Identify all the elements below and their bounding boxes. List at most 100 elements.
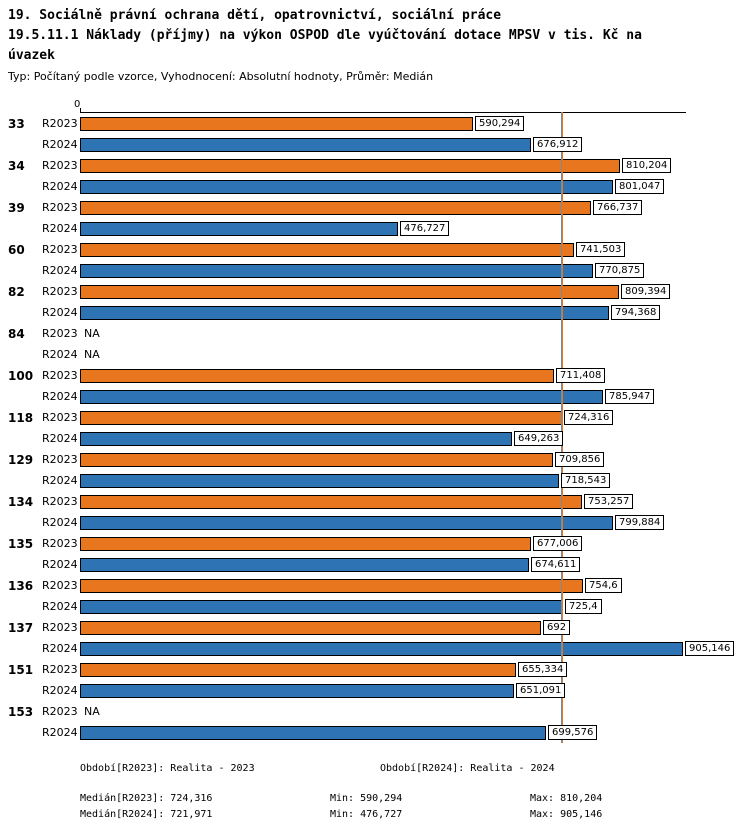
chart-row: R2024 785,947 [0, 386, 750, 407]
group-label: 137 [8, 620, 34, 635]
bar [80, 200, 591, 215]
value-label: 674,611 [531, 557, 581, 572]
chart-row: R2024 725,4 [0, 596, 750, 617]
bar [80, 158, 620, 173]
chart-row: R2024 674,611 [0, 554, 750, 575]
bar [80, 305, 609, 320]
bar-cell: NA [80, 706, 750, 717]
bar-cell: NA [80, 328, 750, 339]
chart-row: R2024 799,884 [0, 512, 750, 533]
series-label: R2024 [42, 138, 78, 151]
value-label: 753,257 [584, 494, 634, 509]
series-label: R2023 [42, 117, 78, 130]
bar-cell: 649,263 [80, 431, 750, 446]
bar-cell: 741,503 [80, 242, 750, 257]
value-label: 655,334 [518, 662, 568, 677]
median-line-R2024 [561, 112, 562, 743]
chart-row: R2024 801,047 [0, 176, 750, 197]
chart-row: R2024 NA [0, 344, 750, 365]
max-label-r2023: Max: 810,204 [530, 793, 603, 804]
value-label: 718,543 [561, 473, 611, 488]
value-label: 754,6 [585, 578, 622, 593]
value-label: 651,091 [516, 683, 566, 698]
bar [80, 683, 514, 698]
bar [80, 410, 562, 425]
bar [80, 179, 613, 194]
chart-row: R2024 676,912 [0, 134, 750, 155]
median-line-R2023 [562, 112, 563, 743]
chart-row: R2024 476,727 [0, 218, 750, 239]
bar [80, 389, 603, 404]
max-label-r2024: Max: 905,146 [530, 809, 603, 820]
chart-row: 129 R2023 709,856 [0, 449, 750, 470]
bar [80, 137, 531, 152]
value-label: 770,875 [595, 263, 645, 278]
bar-cell: 785,947 [80, 389, 750, 404]
bar [80, 662, 516, 677]
median-label-r2023: Medián[R2023]: 724,316 [80, 793, 213, 804]
bar-cell: 718,543 [80, 473, 750, 488]
series-label: R2023 [42, 705, 78, 718]
chart-row: R2024 770,875 [0, 260, 750, 281]
axis-zero-label: 0 [74, 99, 81, 110]
bar [80, 536, 531, 551]
value-label: 801,047 [615, 179, 665, 194]
series-label: R2024 [42, 600, 78, 613]
series-label: R2023 [42, 285, 78, 298]
value-label: 725,4 [565, 599, 602, 614]
series-label: R2024 [42, 516, 78, 529]
chart-footer: Období[R2023]: Realita - 2023 Období[R20… [80, 761, 750, 823]
group-label: 118 [8, 410, 34, 425]
series-label: R2023 [42, 327, 78, 340]
bar-cell: 794,368 [80, 305, 750, 320]
axis-line [80, 112, 686, 113]
value-label: 810,204 [622, 158, 672, 173]
value-label: 649,263 [514, 431, 564, 446]
title-line-3: úvazek [8, 48, 55, 63]
bar-cell: 754,6 [80, 578, 750, 593]
bar-cell: 677,006 [80, 536, 750, 551]
bar-cell: 476,727 [80, 221, 750, 236]
bar-cell: 711,408 [80, 368, 750, 383]
series-label: R2024 [42, 726, 78, 739]
bar-cell: 770,875 [80, 263, 750, 278]
series-label: R2024 [42, 642, 78, 655]
group-label: 135 [8, 536, 34, 551]
bar-cell: 809,394 [80, 284, 750, 299]
value-label: 677,006 [533, 536, 583, 551]
series-label: R2023 [42, 243, 78, 256]
bar-cell: 651,091 [80, 683, 750, 698]
chart-row: 34 R2023 810,204 [0, 155, 750, 176]
bar [80, 578, 583, 593]
bar [80, 641, 683, 656]
chart-row: R2024 649,263 [0, 428, 750, 449]
series-label: R2023 [42, 663, 78, 676]
min-label-r2023: Min: 590,294 [330, 793, 403, 804]
group-label: 129 [8, 452, 34, 467]
chart-row: R2024 718,543 [0, 470, 750, 491]
value-label: 711,408 [556, 368, 606, 383]
period-label-r2023: Období[R2023]: Realita - 2023 [80, 763, 255, 774]
group-label: 82 [8, 284, 25, 299]
value-label: 476,727 [400, 221, 450, 236]
value-label: 709,856 [555, 452, 605, 467]
group-label: 39 [8, 200, 25, 215]
bar [80, 473, 559, 488]
chart-row: 135 R2023 677,006 [0, 533, 750, 554]
chart-row: R2024 905,146 [0, 638, 750, 659]
bar-cell: 692 [80, 620, 750, 635]
value-label: 794,368 [611, 305, 661, 320]
bar-cell: 699,576 [80, 725, 750, 740]
bar [80, 452, 553, 467]
group-label: 84 [8, 326, 25, 341]
group-label: 153 [8, 704, 34, 719]
median-label-r2024: Medián[R2024]: 721,971 [80, 809, 213, 820]
chart-row: R2024 651,091 [0, 680, 750, 701]
bar [80, 242, 574, 257]
value-label: 590,294 [475, 116, 525, 131]
bar [80, 116, 473, 131]
bar-cell: 655,334 [80, 662, 750, 677]
value-label: 692 [543, 620, 571, 635]
series-label: R2024 [42, 474, 78, 487]
chart-subtitle: Typ: Počítaný podle vzorce, Vyhodnocení:… [8, 70, 434, 83]
